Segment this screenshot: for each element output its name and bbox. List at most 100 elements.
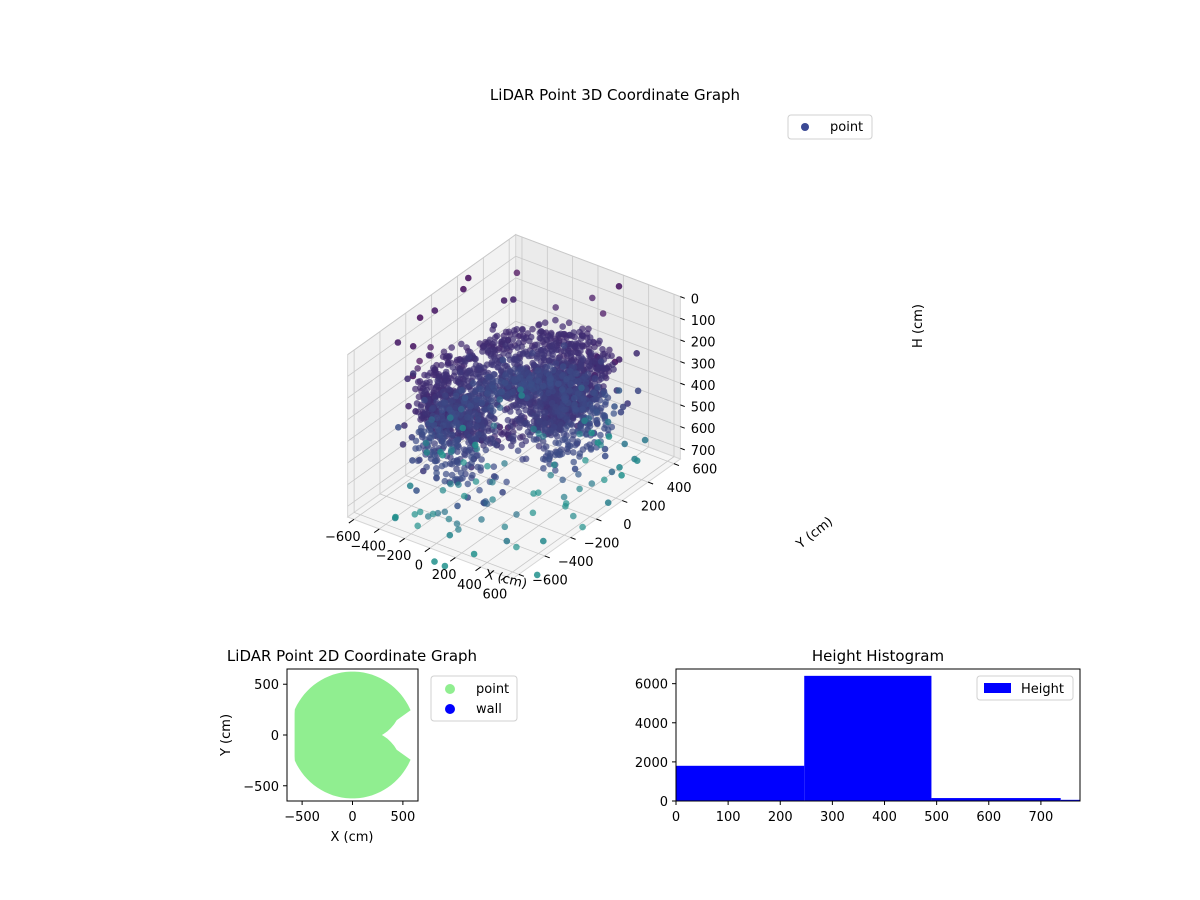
legend-2d: point wall bbox=[430, 675, 518, 722]
point-3d bbox=[425, 426, 433, 434]
x-tick-label-3d: −400 bbox=[350, 540, 386, 555]
point-3d bbox=[564, 422, 571, 430]
point-3d bbox=[466, 444, 474, 452]
point-3d bbox=[560, 493, 568, 501]
point-3d bbox=[481, 406, 489, 413]
point-3d bbox=[409, 370, 417, 377]
point-3d bbox=[555, 380, 562, 387]
point-3d bbox=[445, 359, 452, 367]
point-3d bbox=[542, 443, 550, 451]
point-3d bbox=[431, 307, 439, 314]
point-3d bbox=[432, 457, 440, 465]
point-3d bbox=[423, 379, 430, 387]
z-tick-label-3d: 700 bbox=[691, 444, 716, 459]
point-3d bbox=[421, 396, 428, 404]
y-tick-mark-3d bbox=[622, 500, 628, 503]
point-3d bbox=[404, 375, 411, 383]
point-3d bbox=[545, 371, 553, 379]
z-tick-label-3d: 200 bbox=[691, 336, 716, 351]
point-3d bbox=[536, 398, 543, 405]
point-3d bbox=[546, 333, 554, 340]
point-3d bbox=[530, 436, 538, 443]
point-3d bbox=[499, 489, 506, 496]
point-3d bbox=[414, 365, 422, 372]
y-axis-label-2d: Y (cm) bbox=[219, 714, 234, 757]
point-3d bbox=[600, 388, 608, 395]
point-3d bbox=[452, 437, 459, 445]
chart-3d: LiDAR Point 3D Coordinate Graph −600−400… bbox=[325, 86, 926, 602]
point-3d bbox=[593, 409, 600, 416]
point-3d bbox=[457, 405, 465, 413]
y-tick-label-3d: 400 bbox=[667, 481, 692, 496]
point-3d bbox=[548, 399, 556, 407]
point-3d bbox=[550, 461, 558, 469]
point-3d bbox=[549, 367, 557, 374]
y-tick-label-2d: 500 bbox=[254, 678, 279, 693]
point-3d bbox=[523, 419, 531, 427]
point-3d bbox=[572, 370, 580, 377]
point-3d bbox=[576, 485, 583, 493]
point-3d bbox=[507, 423, 514, 430]
legend-3d-point-marker bbox=[801, 123, 809, 131]
point-3d bbox=[399, 441, 407, 448]
point-3d bbox=[423, 449, 431, 456]
point-3d bbox=[575, 471, 582, 478]
point-3d bbox=[535, 430, 542, 437]
point-3d bbox=[599, 310, 607, 317]
point-3d bbox=[442, 461, 449, 468]
point-3d bbox=[412, 437, 420, 445]
x-tick-mark-3d bbox=[373, 528, 380, 534]
x-tick-mark-3d bbox=[449, 557, 456, 562]
point-3d bbox=[545, 357, 553, 365]
histogram-x-tick-label: 200 bbox=[768, 810, 793, 825]
point-3d bbox=[505, 328, 513, 336]
x-tick-mark-3d bbox=[399, 538, 405, 543]
y-axis-label-3d: Y (cm) bbox=[793, 514, 836, 552]
point-3d bbox=[588, 480, 596, 487]
point-3d bbox=[514, 447, 522, 455]
point-3d bbox=[441, 477, 449, 485]
point-3d bbox=[451, 476, 459, 484]
point-3d bbox=[606, 346, 613, 354]
point-3d bbox=[434, 509, 442, 517]
point-3d bbox=[414, 457, 422, 465]
point-3d bbox=[428, 416, 436, 423]
x-tick-label-2d: −500 bbox=[284, 810, 320, 825]
point-3d bbox=[596, 337, 603, 345]
point-3d bbox=[594, 420, 601, 428]
z-tick-mark-3d bbox=[680, 426, 685, 429]
point-3d bbox=[451, 404, 459, 412]
point-3d bbox=[431, 558, 438, 565]
point-3d bbox=[496, 396, 504, 403]
point-3d bbox=[500, 297, 508, 304]
point-3d bbox=[563, 376, 570, 383]
point-3d bbox=[415, 444, 423, 452]
point-3d bbox=[537, 403, 544, 411]
point-3d bbox=[475, 364, 482, 372]
point-3d bbox=[633, 350, 640, 357]
point-3d bbox=[453, 443, 461, 450]
point-3d bbox=[482, 379, 489, 387]
chart-3d-title: LiDAR Point 3D Coordinate Graph bbox=[490, 86, 740, 104]
point-3d bbox=[474, 451, 481, 459]
point-3d bbox=[466, 369, 474, 377]
point-3d bbox=[478, 386, 485, 393]
point-3d bbox=[567, 381, 574, 388]
point-3d bbox=[541, 425, 548, 433]
point-3d bbox=[527, 333, 535, 341]
histogram-x-tick-label: 700 bbox=[1028, 810, 1053, 825]
point-3d bbox=[460, 459, 467, 466]
point-3d bbox=[449, 364, 457, 371]
point-3d bbox=[446, 440, 454, 448]
point-3d bbox=[455, 481, 462, 489]
point-3d bbox=[560, 430, 568, 438]
point-3d bbox=[466, 433, 473, 441]
y-tick-mark-3d bbox=[544, 555, 550, 559]
y-tick-label-3d: −400 bbox=[558, 555, 594, 570]
point-3d bbox=[438, 437, 446, 444]
point-3d bbox=[591, 375, 599, 382]
point-3d bbox=[483, 361, 491, 369]
legend-histogram: Height bbox=[976, 675, 1074, 701]
point-3d bbox=[453, 520, 461, 527]
point-3d bbox=[576, 328, 583, 336]
